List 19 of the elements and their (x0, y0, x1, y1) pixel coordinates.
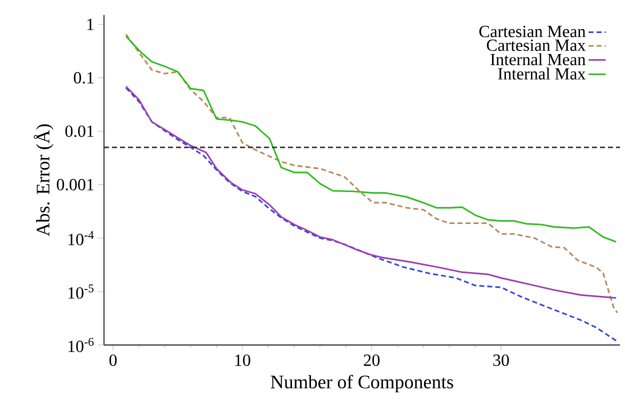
line-series (125, 87, 617, 342)
x-tick-label: 20 (364, 354, 380, 366)
y-tick-label: 1 (87, 18, 94, 30)
y-tick-label: 10$^{-6}$ (68, 338, 94, 352)
y-tick-label: 10$^{-4}$ (68, 230, 94, 246)
y-tick-label: 10$^{-5}$ (68, 284, 94, 299)
legend-label: Internal Mean (490, 53, 586, 66)
x-tick-label: 30 (493, 354, 509, 366)
legend-label: Internal Max (498, 68, 586, 80)
y-axis-title: Abs. Error (Å) (34, 124, 54, 236)
y-tick-label: 0.01 (65, 125, 94, 138)
y-tick-label: 0.001 (56, 178, 94, 190)
y-tick-label: 0.1 (74, 72, 94, 84)
x-tick-label: 10 (235, 354, 250, 366)
x-tick-label: 0 (109, 354, 117, 366)
legend-label: Cartesian Max (486, 40, 586, 51)
line-series (125, 86, 617, 299)
legend-label: Cartesian Mean (479, 26, 586, 38)
x-axis-title: Number of Components (270, 374, 454, 392)
